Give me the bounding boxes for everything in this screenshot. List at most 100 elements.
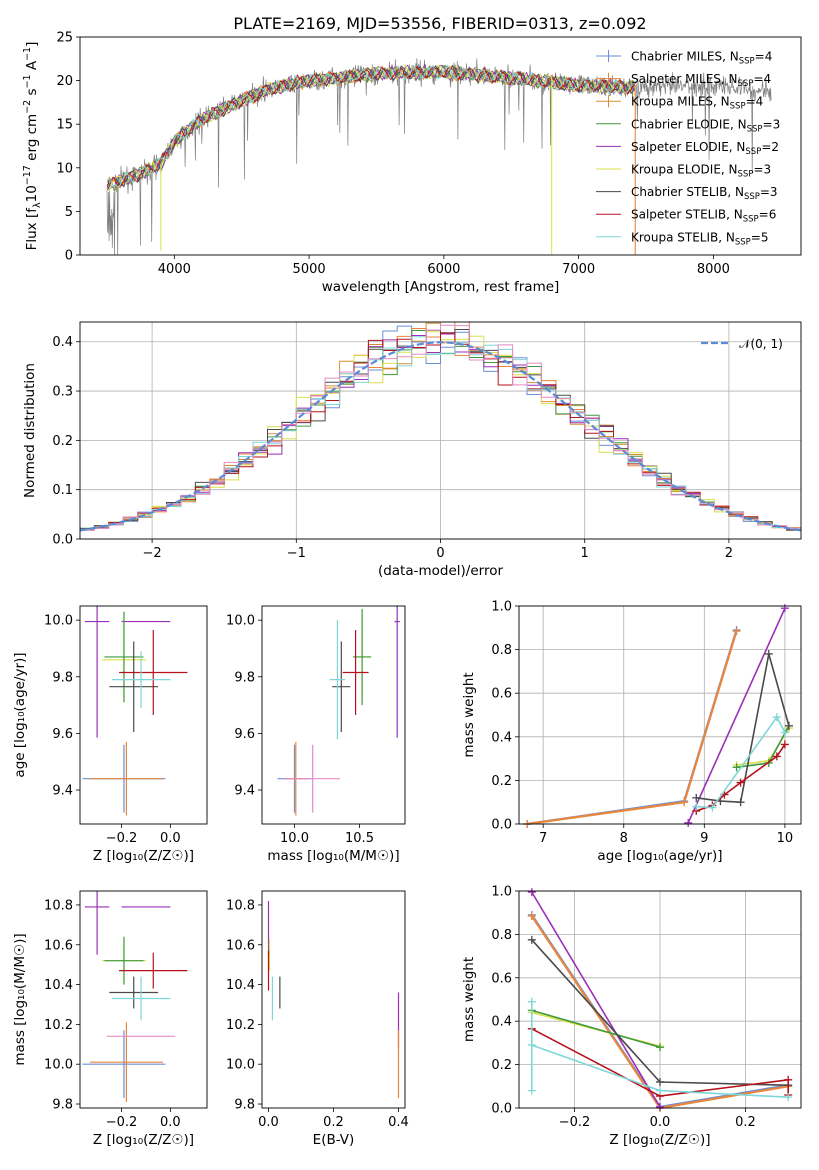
y-axis-label-part: erg cm (24, 114, 40, 165)
legend-label: Chabrier STELIB, N (631, 185, 744, 199)
legend-entry: Kroupa ELODIE, NSSP=3 (631, 163, 771, 180)
y-axis-label-part: λ (32, 202, 43, 208)
weight-point (784, 1093, 793, 1102)
y-axis-label-part: −2 (22, 100, 33, 114)
y-axis-label: mass weight (461, 672, 477, 757)
mass_vs_Z-panel: −0.2 0.0 9.8 10.0 10.2 10.4 10.6 10.8 Z [log₁₀(Z… (12, 890, 208, 1148)
weight-point (784, 721, 793, 730)
y-tick-label: 9.8 (52, 670, 73, 685)
residuals-panel: −2 −1 0 1 2 0.0 0.1 0.2 0.3 0.4 (data-model)/error… (22, 321, 802, 579)
axes-frame (518, 890, 802, 1109)
axes-frame (261, 890, 406, 1109)
legend-entry: Kroupa STELIB, NSSP=5 (631, 230, 769, 247)
weight-point (780, 728, 789, 737)
x-tick-label: 10.5 (345, 831, 374, 846)
legend-tail: =4 (753, 72, 771, 86)
x-axis-label: Z [log₁₀(Z/Z☉)] (93, 848, 194, 864)
y-tick-label: 10.0 (44, 614, 73, 629)
y-tick-label: 0.1 (52, 483, 73, 498)
y-tick-label: 1.0 (491, 600, 512, 615)
legend-entry: Chabrier STELIB, NSSP=3 (631, 185, 778, 202)
x-tick-label: 9 (700, 831, 708, 846)
legend-tail: =4 (755, 50, 773, 64)
y-tick-label: 0.0 (52, 533, 73, 548)
y-tick-label: 20 (56, 74, 73, 89)
y-tick-label: 9.4 (52, 784, 73, 799)
y-axis-label-part: 10 (24, 185, 40, 202)
spectrum-panel: 4000 5000 6000 7000 8000 0 5 10 15 20 25 wavelength… (22, 31, 802, 295)
y-tick-label: 9.8 (234, 1098, 255, 1113)
x-tick-label: 10.0 (280, 831, 309, 846)
weight-point (780, 604, 789, 613)
x-tick-label: −0.2 (559, 1115, 591, 1130)
weight-point (680, 798, 689, 807)
age_vs_mass-panel: 10.0 10.5 9.4 9.6 9.8 10.0 mass [log₁₀(M/M☉)] (226, 605, 406, 864)
weight-point (772, 713, 781, 722)
legend-tail: =2 (761, 140, 779, 154)
y-tick-label: 0.4 (491, 730, 512, 745)
y-tick-label: 0.4 (52, 335, 73, 350)
x-tick-label: 8 (620, 831, 628, 846)
legend-sub: SSP (738, 170, 754, 180)
x-tick-label: 0.0 (160, 831, 181, 846)
y-tick-label: 9.8 (234, 670, 255, 685)
y-tick-label: 9.6 (234, 727, 255, 742)
x-axis-label: (data-model)/error (378, 563, 504, 579)
x-axis-label: wavelength [Angstrom, rest frame] (322, 279, 560, 295)
x-tick-label: −0.2 (106, 1115, 138, 1130)
legend-label: Kroupa STELIB, N (631, 230, 735, 244)
x-tick-label: 5000 (293, 262, 326, 277)
y-tick-label: 10.8 (226, 898, 255, 913)
legend-entry: 𝒩(0, 1) (739, 337, 783, 351)
weight-point (527, 888, 536, 897)
weight-line (531, 1009, 661, 1048)
legend-sub: SSP (745, 147, 761, 157)
y-tick-label: 0.0 (491, 1102, 512, 1117)
legend-label: Chabrier MILES, N (631, 50, 739, 64)
weight-line (526, 630, 738, 826)
weight-point (527, 1086, 536, 1095)
y-tick-label: 0.2 (491, 1058, 512, 1073)
y-tick-label: 10.2 (44, 1018, 73, 1033)
weight-point (780, 740, 789, 749)
weight-line (531, 1028, 789, 1097)
x-tick-label: 6000 (427, 262, 460, 277)
legend-sub: SSP (735, 237, 751, 247)
y-axis-label-part: s (24, 88, 40, 99)
legend-label: Chabrier ELODIE, N (631, 117, 747, 131)
weight-line (531, 891, 661, 1108)
y-tick-label: 0.3 (52, 385, 73, 400)
histogram-series (80, 324, 801, 533)
weight-line (696, 743, 786, 812)
weight-point (656, 1086, 664, 1095)
weight-point (656, 1043, 664, 1052)
legend-entry: Kroupa MILES, NSSP=4 (631, 95, 763, 112)
x-tick-label: 4000 (158, 262, 191, 277)
model-spectrum (106, 64, 636, 191)
x-tick-label: 0.0 (258, 1115, 279, 1130)
x-tick-label: 0 (436, 546, 444, 561)
y-tick-label: 0.4 (491, 1015, 512, 1030)
weight-line (696, 715, 786, 809)
weight-point (656, 1102, 664, 1111)
x-tick-label: 0.2 (735, 1115, 756, 1130)
legend-sub: SSP (747, 124, 763, 134)
legend-label: Salpeter MILES, N (631, 72, 738, 86)
legend-tail: =5 (751, 230, 769, 244)
x-tick-label: −0.2 (106, 831, 138, 846)
y-tick-label: 0.8 (491, 928, 512, 943)
legend-tail: =3 (763, 117, 781, 131)
legend-label: Kroupa ELODIE, N (631, 163, 738, 177)
weight_vs_Z-panel: −0.2 0.0 0.2 0.0 0.2 0.4 0.6 0.8 1.0 Z [log₁₀(Z/Z… (461, 885, 802, 1148)
legend-label: Salpeter STELIB, N (631, 208, 743, 222)
model-spectrum (106, 65, 635, 187)
x-tick-label: 0.2 (323, 1115, 344, 1130)
weight-point (732, 763, 741, 772)
y-tick-label: 10.6 (44, 938, 73, 953)
y-axis-label-part: Flux [f (24, 207, 40, 251)
legend-tail: =3 (760, 185, 778, 199)
y-axis-label: mass [log₁₀(M/M☉)] (12, 933, 28, 1065)
axes-frame (518, 605, 802, 825)
weight-line (687, 607, 786, 824)
data-spectrum (106, 58, 772, 255)
